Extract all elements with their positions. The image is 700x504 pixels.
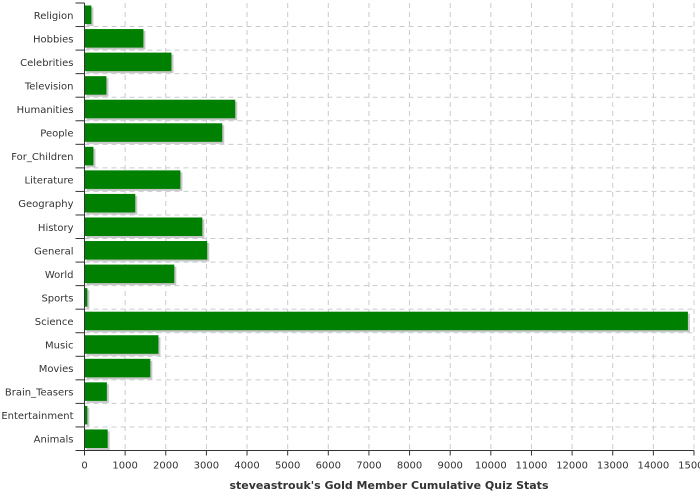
bar-sports xyxy=(84,288,88,307)
category-label: History xyxy=(38,223,74,234)
category-label: Humanities xyxy=(17,105,74,116)
bar-humanities xyxy=(84,99,236,119)
bar-history xyxy=(84,217,203,237)
x-tick-label: 10000 xyxy=(475,461,507,472)
bar-celebrities xyxy=(84,52,172,72)
bar-shadow xyxy=(86,407,90,427)
bar-general xyxy=(84,241,208,260)
bar-for_children xyxy=(84,146,94,166)
category-label: Sports xyxy=(41,293,73,304)
bar-brain_teasers xyxy=(84,382,107,401)
bar-music xyxy=(84,335,159,354)
category-label: Religion xyxy=(34,11,74,22)
bar-people xyxy=(84,123,223,142)
x-tick-label: 13000 xyxy=(597,461,629,472)
bar-television xyxy=(84,76,107,95)
category-label: Celebrities xyxy=(20,58,73,69)
bar-shadow xyxy=(86,290,90,309)
bar-animals xyxy=(84,429,108,448)
axes xyxy=(75,2,695,456)
bar-geography xyxy=(84,193,136,213)
category-label: World xyxy=(45,270,74,281)
bar-religion xyxy=(84,5,92,25)
category-label: Hobbies xyxy=(33,34,73,45)
labels: Religion Hobbies Celebrities Television Huma… xyxy=(1,11,700,472)
category-label: Television xyxy=(24,81,74,92)
x-tick-label: 11000 xyxy=(516,461,548,472)
x-axis-label: steveastrouk's Gold Member Cumulative Qu… xyxy=(230,479,549,492)
grid xyxy=(84,3,695,451)
x-tick-label: 1000 xyxy=(112,461,137,472)
category-label: Brain_Teasers xyxy=(5,388,74,399)
x-tick-label: 3000 xyxy=(194,461,219,472)
x-tick-label: 7000 xyxy=(356,461,381,472)
x-tick-label: 12000 xyxy=(556,461,588,472)
bar-hobbies xyxy=(84,29,144,48)
x-tick-label: 5000 xyxy=(275,461,300,472)
x-tick-label: 4000 xyxy=(234,461,259,472)
category-label: Literature xyxy=(25,176,74,187)
category-label: Geography xyxy=(18,199,73,210)
bar-literature xyxy=(84,170,181,189)
x-tick-label: 0 xyxy=(81,461,87,472)
category-label: People xyxy=(40,129,73,140)
category-label: For_Children xyxy=(11,152,73,163)
category-label: Entertainment xyxy=(1,411,73,422)
category-label: Movies xyxy=(39,364,74,375)
x-tick-label: 15000 xyxy=(678,461,700,472)
category-label: General xyxy=(34,246,73,257)
x-tick-label: 9000 xyxy=(437,461,462,472)
bar-world xyxy=(84,264,175,284)
bar-entertainment xyxy=(84,405,88,425)
x-tick-label: 6000 xyxy=(316,461,341,472)
x-tick-label: 2000 xyxy=(153,461,178,472)
x-tick-label: 8000 xyxy=(397,461,422,472)
bar-science xyxy=(84,311,688,331)
category-label: Animals xyxy=(34,435,74,446)
bar-movies xyxy=(84,358,151,378)
category-label: Music xyxy=(45,341,73,352)
bars xyxy=(84,5,690,450)
x-tick-label: 14000 xyxy=(637,461,669,472)
category-label: Science xyxy=(35,317,74,328)
